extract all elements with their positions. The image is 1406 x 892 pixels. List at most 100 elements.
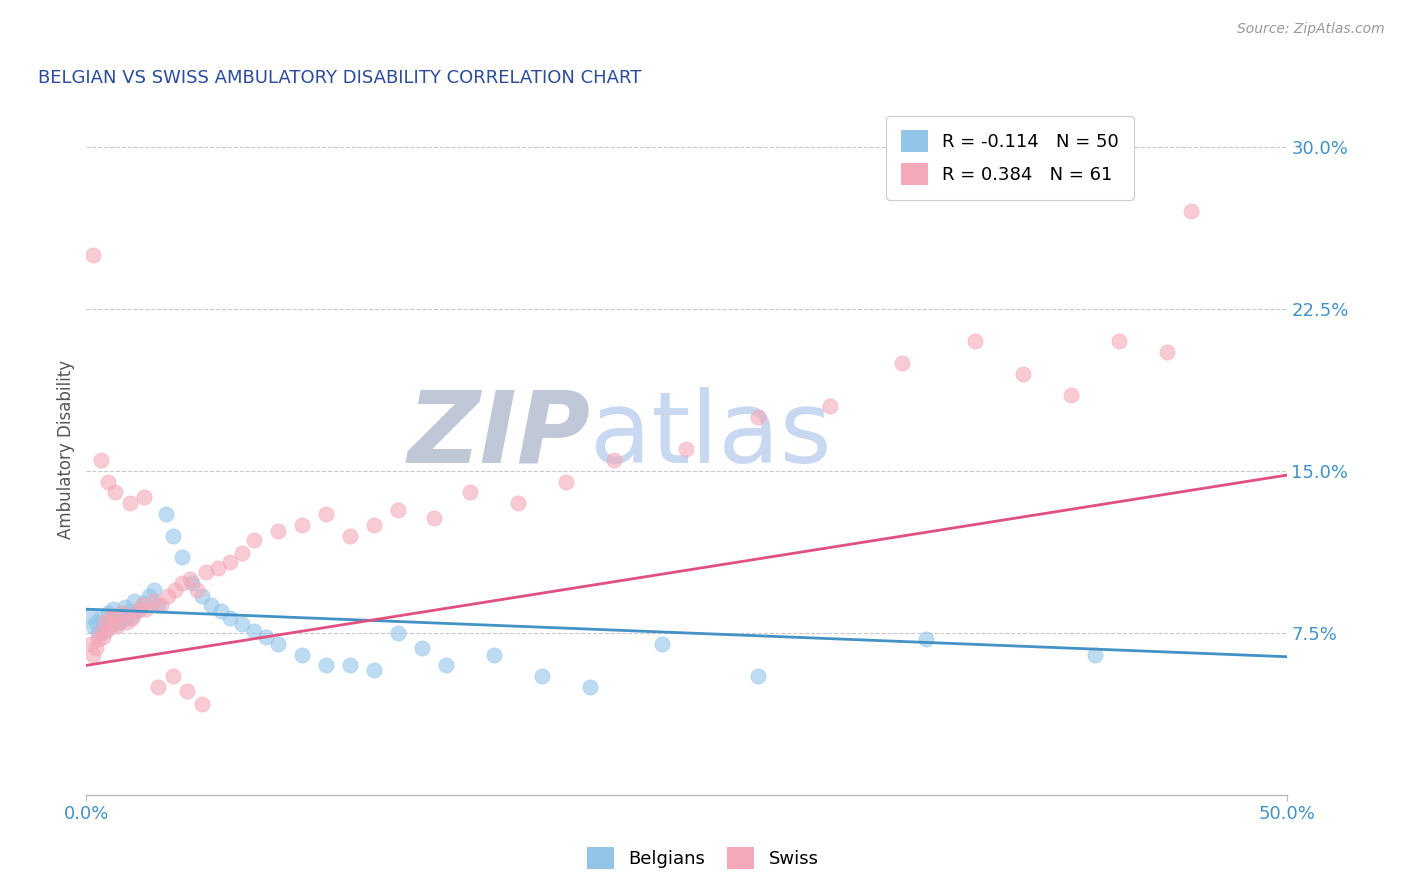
Point: [434, 658, 457, 673]
Point: [118, 604, 141, 618]
Point: [82, 619, 104, 633]
Point: [267, 524, 290, 539]
Point: [156, 589, 179, 603]
Point: [603, 453, 626, 467]
Point: [186, 582, 208, 597]
Point: [107, 611, 129, 625]
Point: [231, 617, 253, 632]
Point: [190, 589, 212, 603]
Point: [94, 615, 117, 629]
Point: [97, 607, 120, 621]
Point: [1180, 204, 1202, 219]
Point: [90, 453, 112, 467]
Point: [387, 502, 409, 516]
Point: [121, 608, 143, 623]
Point: [915, 632, 938, 647]
Point: [162, 529, 184, 543]
Point: [148, 598, 170, 612]
Point: [121, 611, 143, 625]
Point: [82, 247, 104, 261]
Point: [190, 698, 212, 712]
Point: [219, 555, 242, 569]
Point: [114, 599, 136, 614]
Point: [91, 617, 114, 632]
Point: [747, 669, 769, 683]
Y-axis label: Ambulatory Disability: Ambulatory Disability: [58, 359, 75, 539]
Point: [94, 624, 117, 638]
Point: [555, 475, 578, 489]
Point: [111, 607, 134, 621]
Point: [315, 658, 337, 673]
Point: [84, 615, 107, 629]
Point: [387, 626, 409, 640]
Point: [291, 648, 314, 662]
Point: [339, 529, 361, 543]
Point: [963, 334, 986, 348]
Point: [132, 596, 155, 610]
Point: [97, 475, 120, 489]
Point: [148, 680, 170, 694]
Point: [891, 356, 914, 370]
Point: [101, 602, 124, 616]
Point: [231, 546, 253, 560]
Point: [176, 684, 198, 698]
Point: [579, 680, 602, 694]
Point: [363, 517, 385, 532]
Point: [97, 622, 120, 636]
Point: [363, 663, 385, 677]
Point: [207, 561, 229, 575]
Text: Source: ZipAtlas.com: Source: ZipAtlas.com: [1237, 22, 1385, 37]
Point: [118, 496, 141, 510]
Point: [142, 593, 165, 607]
Point: [180, 576, 202, 591]
Point: [460, 485, 482, 500]
Point: [104, 485, 127, 500]
Point: [820, 399, 842, 413]
Point: [1083, 648, 1105, 662]
Point: [132, 490, 155, 504]
Point: [142, 582, 165, 597]
Point: [200, 598, 222, 612]
Point: [267, 637, 290, 651]
Point: [115, 611, 138, 625]
Point: [531, 669, 554, 683]
Point: [172, 550, 194, 565]
Point: [138, 589, 160, 603]
Point: [111, 607, 134, 621]
Point: [1108, 334, 1130, 348]
Text: ZIP: ZIP: [408, 387, 591, 483]
Point: [1011, 367, 1033, 381]
Point: [675, 442, 697, 457]
Point: [484, 648, 506, 662]
Point: [747, 409, 769, 424]
Point: [291, 517, 314, 532]
Point: [195, 566, 218, 580]
Point: [98, 611, 121, 625]
Point: [90, 611, 112, 625]
Point: [315, 507, 337, 521]
Point: [165, 582, 187, 597]
Point: [104, 617, 127, 632]
Point: [108, 615, 131, 629]
Point: [209, 604, 232, 618]
Point: [87, 626, 110, 640]
Point: [135, 602, 157, 616]
Point: [243, 533, 266, 547]
Point: [107, 619, 129, 633]
Point: [125, 604, 148, 618]
Point: [124, 593, 146, 607]
Point: [1156, 345, 1178, 359]
Point: [90, 626, 112, 640]
Point: [411, 641, 433, 656]
Point: [254, 630, 277, 644]
Point: [98, 613, 121, 627]
Point: [149, 598, 172, 612]
Point: [1059, 388, 1081, 402]
Point: [131, 598, 153, 612]
Point: [87, 632, 110, 647]
Legend: Belgians, Swiss: Belgians, Swiss: [578, 838, 828, 879]
Legend: R = -0.114   N = 50, R = 0.384   N = 61: R = -0.114 N = 50, R = 0.384 N = 61: [886, 116, 1133, 200]
Point: [179, 572, 201, 586]
Point: [423, 511, 446, 525]
Point: [651, 637, 673, 651]
